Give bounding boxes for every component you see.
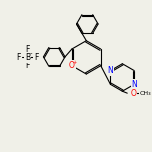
Text: O: O	[130, 89, 136, 98]
Text: F: F	[16, 53, 21, 62]
Text: N: N	[108, 66, 113, 75]
Text: +: +	[73, 60, 77, 65]
Text: O: O	[69, 61, 75, 70]
Text: F: F	[25, 45, 30, 54]
Text: -: -	[30, 50, 33, 56]
Text: CH₃: CH₃	[140, 91, 152, 96]
Text: B: B	[25, 53, 30, 62]
Text: N: N	[131, 80, 137, 89]
Text: F: F	[34, 53, 38, 62]
Text: F: F	[25, 61, 30, 70]
